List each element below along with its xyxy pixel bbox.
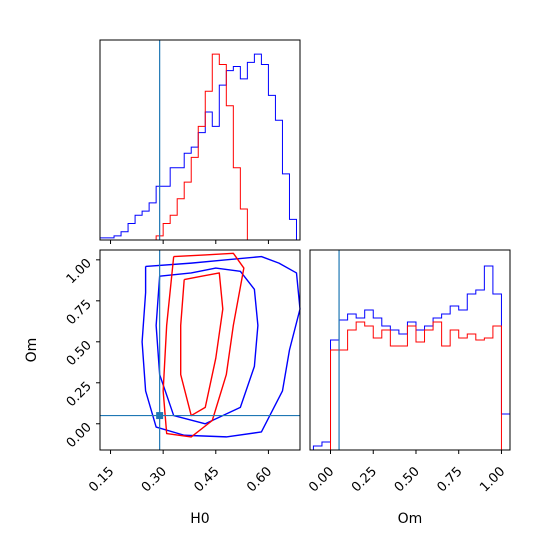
om-xtick-label: 0.00 <box>306 464 337 495</box>
om-hist-frame <box>309 249 511 451</box>
om-xtick-label: 0.50 <box>392 464 423 495</box>
h0-hist-series-2 <box>155 53 248 240</box>
h0-hist-series-1 <box>99 53 297 240</box>
om-ytick-label: 0.00 <box>64 420 95 451</box>
h0-xtick-label: 0.15 <box>86 464 117 495</box>
h0-hist-frame <box>99 39 301 241</box>
om-xtick-label: 1.00 <box>477 464 508 495</box>
h0-xtick-label: 0.30 <box>139 464 170 495</box>
joint-frame <box>99 249 301 451</box>
om-ytick-label: 0.50 <box>64 338 95 369</box>
h0-xtick-label: 0.45 <box>192 464 223 495</box>
om-xtick-label: 0.75 <box>434 464 465 495</box>
contour-series-2-level-1 <box>162 252 245 438</box>
om-y-axis-label: Om <box>24 338 40 363</box>
om-histogram-panel: 0.00 0.25 0.50 0.75 1.00 <box>306 249 511 495</box>
om-ytick-label: 0.25 <box>64 379 95 410</box>
om-ytick-label: 1.00 <box>64 256 95 287</box>
h0-histogram-panel <box>99 39 301 244</box>
om-xtick-label: 0.25 <box>349 464 380 495</box>
contour-series-2-level-2 <box>180 272 224 417</box>
h0-om-contour-panel: 0.15 0.30 0.45 0.60 0.00 0.25 0.50 0.75 1.00 <box>64 249 301 495</box>
h0-axis-label: H0 <box>190 511 209 527</box>
om-ytick-label: 0.75 <box>64 297 95 328</box>
h0-xtick-label: 0.60 <box>244 464 275 495</box>
om-hist-series-1 <box>312 265 511 450</box>
om-x-axis-label: Om <box>398 511 423 527</box>
contour-series-1-level-1 <box>141 255 301 438</box>
truth-marker <box>156 412 164 420</box>
om-hist-series-2 <box>330 321 502 450</box>
